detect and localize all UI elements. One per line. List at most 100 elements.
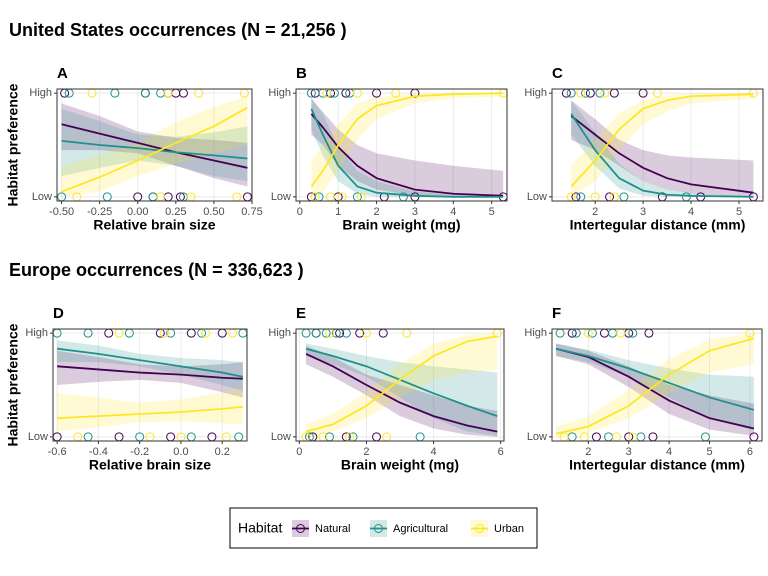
x-tick-label: 6 xyxy=(498,446,504,458)
plot-border xyxy=(56,88,253,202)
plot-border xyxy=(295,328,505,442)
x-axis-label: Intertegular distance (mm) xyxy=(569,457,745,473)
x-tick-label: 0 xyxy=(296,446,302,458)
x-tick-label: 3 xyxy=(640,206,646,218)
confidence-band xyxy=(57,340,243,392)
x-tick-label: 0.25 xyxy=(165,206,186,218)
y-axis-label: Habitat preference xyxy=(5,83,21,206)
confidence-band xyxy=(311,98,504,197)
y-tick-label: Low xyxy=(527,431,547,443)
y-tick-label: High xyxy=(268,327,291,339)
x-tick-label: 5 xyxy=(736,206,742,218)
plot-border xyxy=(551,328,763,442)
legend-label: Urban xyxy=(494,523,524,535)
y-axis-label: Habitat preference xyxy=(5,323,21,446)
y-tick-label: Low xyxy=(271,431,291,443)
confidence-band xyxy=(57,350,243,398)
x-tick-label: 2 xyxy=(585,446,591,458)
panel-label: C xyxy=(552,65,563,82)
confidence-band xyxy=(571,100,754,197)
section-title: United States occurrences (N = 21,256 ) xyxy=(9,20,347,40)
confidence-band xyxy=(311,98,504,197)
x-tick-label: -0.6 xyxy=(48,446,67,458)
y-tick-label: Low xyxy=(28,431,48,443)
panel-label: E xyxy=(296,305,306,322)
x-axis-label: Brain weight (mg) xyxy=(341,457,459,473)
confidence-band xyxy=(571,100,754,197)
x-tick-label: 0.00 xyxy=(127,206,148,218)
plot-border xyxy=(295,88,508,202)
x-axis-label: Brain weight (mg) xyxy=(342,217,460,233)
x-tick-label: 5 xyxy=(706,446,712,458)
x-tick-label: 3 xyxy=(412,206,418,218)
confidence-band xyxy=(61,108,248,182)
x-tick-label: 4 xyxy=(666,446,672,458)
y-tick-label: Low xyxy=(271,191,291,203)
x-axis-label: Relative brain size xyxy=(89,457,211,473)
x-tick-label: -0.4 xyxy=(89,446,108,458)
x-tick-label: 0.2 xyxy=(215,446,230,458)
section-title: Europe occurrences (N = 336,623 ) xyxy=(9,260,304,280)
fit-line xyxy=(555,347,755,411)
x-axis-label: Relative brain size xyxy=(93,217,215,233)
y-tick-label: High xyxy=(268,87,291,99)
legend-key-point xyxy=(296,524,305,533)
panel-label: D xyxy=(53,305,64,322)
confidence-band xyxy=(571,93,754,197)
x-tick-label: 4 xyxy=(450,206,456,218)
x-tick-label: 0 xyxy=(297,206,303,218)
y-tick-label: Low xyxy=(32,191,52,203)
confidence-band xyxy=(306,343,498,436)
plot-border xyxy=(52,328,248,442)
x-tick-label: 2 xyxy=(374,206,380,218)
plot-border xyxy=(551,88,764,202)
legend-key-point xyxy=(374,524,383,533)
fit-line xyxy=(305,335,498,433)
x-tick-label: 4 xyxy=(688,206,694,218)
x-tick-label: 2 xyxy=(363,446,369,458)
fit-line xyxy=(61,106,248,193)
panel-label: B xyxy=(296,65,307,82)
fit-line xyxy=(570,113,754,198)
fit-line xyxy=(305,353,498,433)
y-tick-label: High xyxy=(29,87,52,99)
fit-line xyxy=(57,347,244,378)
x-tick-label: 1 xyxy=(335,206,341,218)
legend-label: Agricultural xyxy=(393,523,448,535)
confidence-band xyxy=(57,387,243,432)
fit-line xyxy=(310,92,504,188)
confidence-band xyxy=(306,333,498,437)
fit-line xyxy=(310,113,504,197)
x-tick-label: 0.75 xyxy=(241,206,262,218)
fit-line xyxy=(570,115,754,194)
x-tick-label: 6 xyxy=(747,446,753,458)
legend-key-point xyxy=(475,524,484,533)
x-tick-label: 4 xyxy=(430,446,436,458)
confidence-band xyxy=(61,103,248,187)
x-tick-label: 0.0 xyxy=(173,446,188,458)
x-tick-label: -0.25 xyxy=(87,206,112,218)
x-axis-label: Intertegular distance (mm) xyxy=(570,217,746,233)
confidence-band xyxy=(311,93,504,197)
y-tick-label: High xyxy=(524,87,547,99)
x-tick-label: 5 xyxy=(489,206,495,218)
x-tick-label: 0.50 xyxy=(203,206,224,218)
x-tick-label: 3 xyxy=(626,446,632,458)
y-tick-label: High xyxy=(524,327,547,339)
x-tick-label: -0.2 xyxy=(130,446,149,458)
confidence-band xyxy=(306,345,498,437)
fit-line xyxy=(310,108,504,198)
fit-line xyxy=(57,405,243,420)
fit-line xyxy=(555,337,755,435)
fit-line xyxy=(61,139,248,160)
fit-line xyxy=(570,93,754,188)
x-tick-label: -0.50 xyxy=(49,206,74,218)
panel-label: F xyxy=(552,305,561,322)
x-tick-label: 2 xyxy=(592,206,598,218)
fit-line xyxy=(57,365,243,380)
y-tick-label: High xyxy=(25,327,48,339)
y-tick-label: Low xyxy=(527,191,547,203)
panel-label: A xyxy=(57,65,68,82)
legend-title: Habitat xyxy=(238,520,282,536)
